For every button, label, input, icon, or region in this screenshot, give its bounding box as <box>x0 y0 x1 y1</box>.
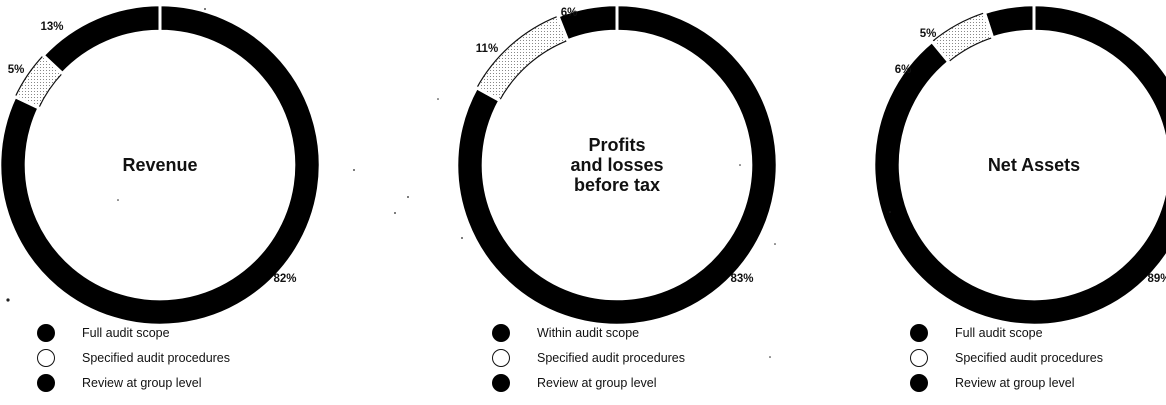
hollow-circle-icon <box>492 349 510 367</box>
legend-label: Review at group level <box>82 376 202 390</box>
legend-item: Specified audit procedures <box>37 347 230 372</box>
donut-slice <box>41 3 162 76</box>
slice-percent-label: 6% <box>895 64 912 76</box>
hollow-circle-icon <box>37 349 55 367</box>
donut-slice <box>0 3 322 327</box>
slice-percent-label: 6% <box>561 7 578 19</box>
chart-title: Profits and losses before tax <box>570 135 663 195</box>
legend-label: Review at group level <box>537 376 657 390</box>
legend-item: Specified audit procedures <box>492 347 685 372</box>
legend-label: Specified audit procedures <box>955 351 1104 365</box>
legend-label: Specified audit procedures <box>82 351 231 365</box>
legend-label: Full audit scope <box>82 326 170 340</box>
slice-separator <box>982 11 995 39</box>
filled-circle-icon <box>37 324 55 342</box>
slice-separator <box>475 86 502 103</box>
net-assets-legend: Full audit scope Specified audit procedu… <box>910 322 1103 397</box>
chart-title: Net Assets <box>988 155 1080 175</box>
legend-item: Within audit scope <box>492 322 685 347</box>
scan-specks <box>6 8 891 358</box>
slice-percent-label: 11% <box>476 43 498 55</box>
hollow-circle-icon <box>910 349 928 367</box>
chart-title: Revenue <box>122 155 197 175</box>
slice-percent-label: 83% <box>730 273 753 285</box>
revenue-legend: Full audit scope Specified audit procedu… <box>37 322 230 397</box>
slice-percent-label: 5% <box>8 64 25 76</box>
legend-label: Within audit scope <box>537 326 640 340</box>
filled-circle-icon <box>492 324 510 342</box>
legend-label: Review at group level <box>955 376 1075 390</box>
slice-percent-label: 5% <box>920 28 937 40</box>
profits-donut: Profits and losses before tax 83% 11% 6% <box>455 3 779 327</box>
filled-circle-icon <box>37 374 55 392</box>
legend-item: Full audit scope <box>37 322 230 347</box>
profits-legend: Within audit scope Specified audit proce… <box>492 322 685 397</box>
donut-slice <box>872 3 1166 327</box>
donut-slice <box>475 15 569 102</box>
slice-percent-label: 13% <box>40 21 63 33</box>
legend-label: Full audit scope <box>955 326 1043 340</box>
legend-item: Full audit scope <box>910 322 1103 347</box>
slice-percent-label: 82% <box>273 273 296 285</box>
revenue-donut: Revenue 82% 5% 13% <box>0 3 322 327</box>
slice-separator <box>556 14 570 42</box>
legend-item: Review at group level <box>492 372 685 397</box>
slice-separator <box>930 39 951 64</box>
net-assets-donut: Net Assets 89% 6% 5% <box>872 3 1166 327</box>
slice-separator <box>41 53 65 76</box>
legend-label: Specified audit procedures <box>537 351 686 365</box>
filled-circle-icon <box>910 374 928 392</box>
filled-circle-icon <box>910 324 928 342</box>
donut-slice <box>455 3 779 327</box>
legend-item: Review at group level <box>37 372 230 397</box>
legend-item: Specified audit procedures <box>910 347 1103 372</box>
slice-separator <box>13 95 41 110</box>
legend-item: Review at group level <box>910 372 1103 397</box>
slice-percent-label: 89% <box>1147 273 1166 285</box>
filled-circle-icon <box>492 374 510 392</box>
